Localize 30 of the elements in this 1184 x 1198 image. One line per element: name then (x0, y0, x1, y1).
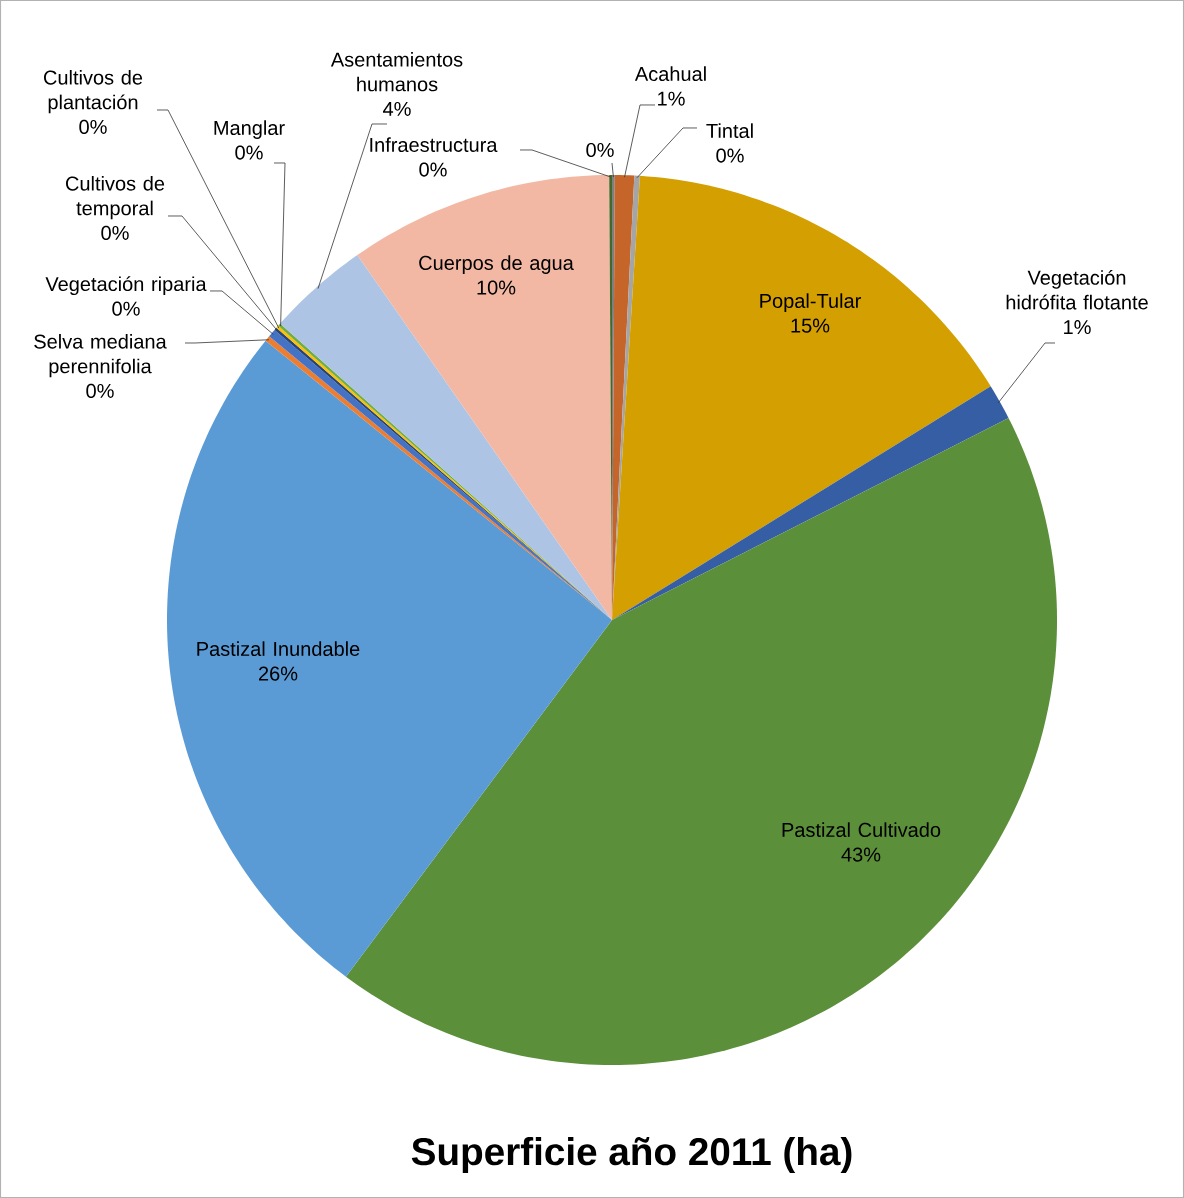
slice-label: Cuerpos de agua (419, 255, 574, 274)
slice-label: Tintal (706, 123, 753, 138)
slice-label: Infraestructura (370, 137, 498, 152)
data-label: 10% (477, 280, 516, 295)
data-label: 0% (101, 225, 129, 240)
data-label: 0% (235, 145, 263, 160)
slice-label: Pastizal Cultivado (782, 822, 941, 837)
data-label: 0% (586, 142, 614, 158)
slice-label: Cultivos de temporal (66, 175, 165, 220)
data-label: 0% (716, 148, 744, 163)
data-label: 4% (383, 101, 411, 116)
slice-label: Vegetación riparia (45, 276, 207, 296)
slice-label: Asentamientos humanos (330, 52, 463, 92)
slice-label: Pastizal Inundable (197, 641, 360, 656)
data-label: 0% (86, 383, 114, 398)
data-label: 15% (791, 318, 830, 333)
slice-label: Acahual (634, 66, 706, 82)
data-label: 1% (1064, 320, 1091, 335)
data-label: 1% (658, 91, 685, 106)
slice-label: Selva mediana perennifolia (34, 333, 167, 378)
slice-label: Cultivos de plantación (44, 69, 143, 114)
data-label: 0% (79, 119, 107, 134)
data-label: 0% (419, 162, 447, 177)
text: Superficie año 2011 (ha) (411, 1136, 852, 1174)
slice-label: Popal-Tular (760, 293, 861, 312)
slice-label: Vegetación hidrófita flotante (1006, 269, 1148, 310)
data-label: 0% (112, 301, 140, 316)
slice-label: Manglar (214, 120, 285, 139)
data-label: 43% (841, 847, 881, 862)
data-label: 26% (258, 666, 298, 681)
